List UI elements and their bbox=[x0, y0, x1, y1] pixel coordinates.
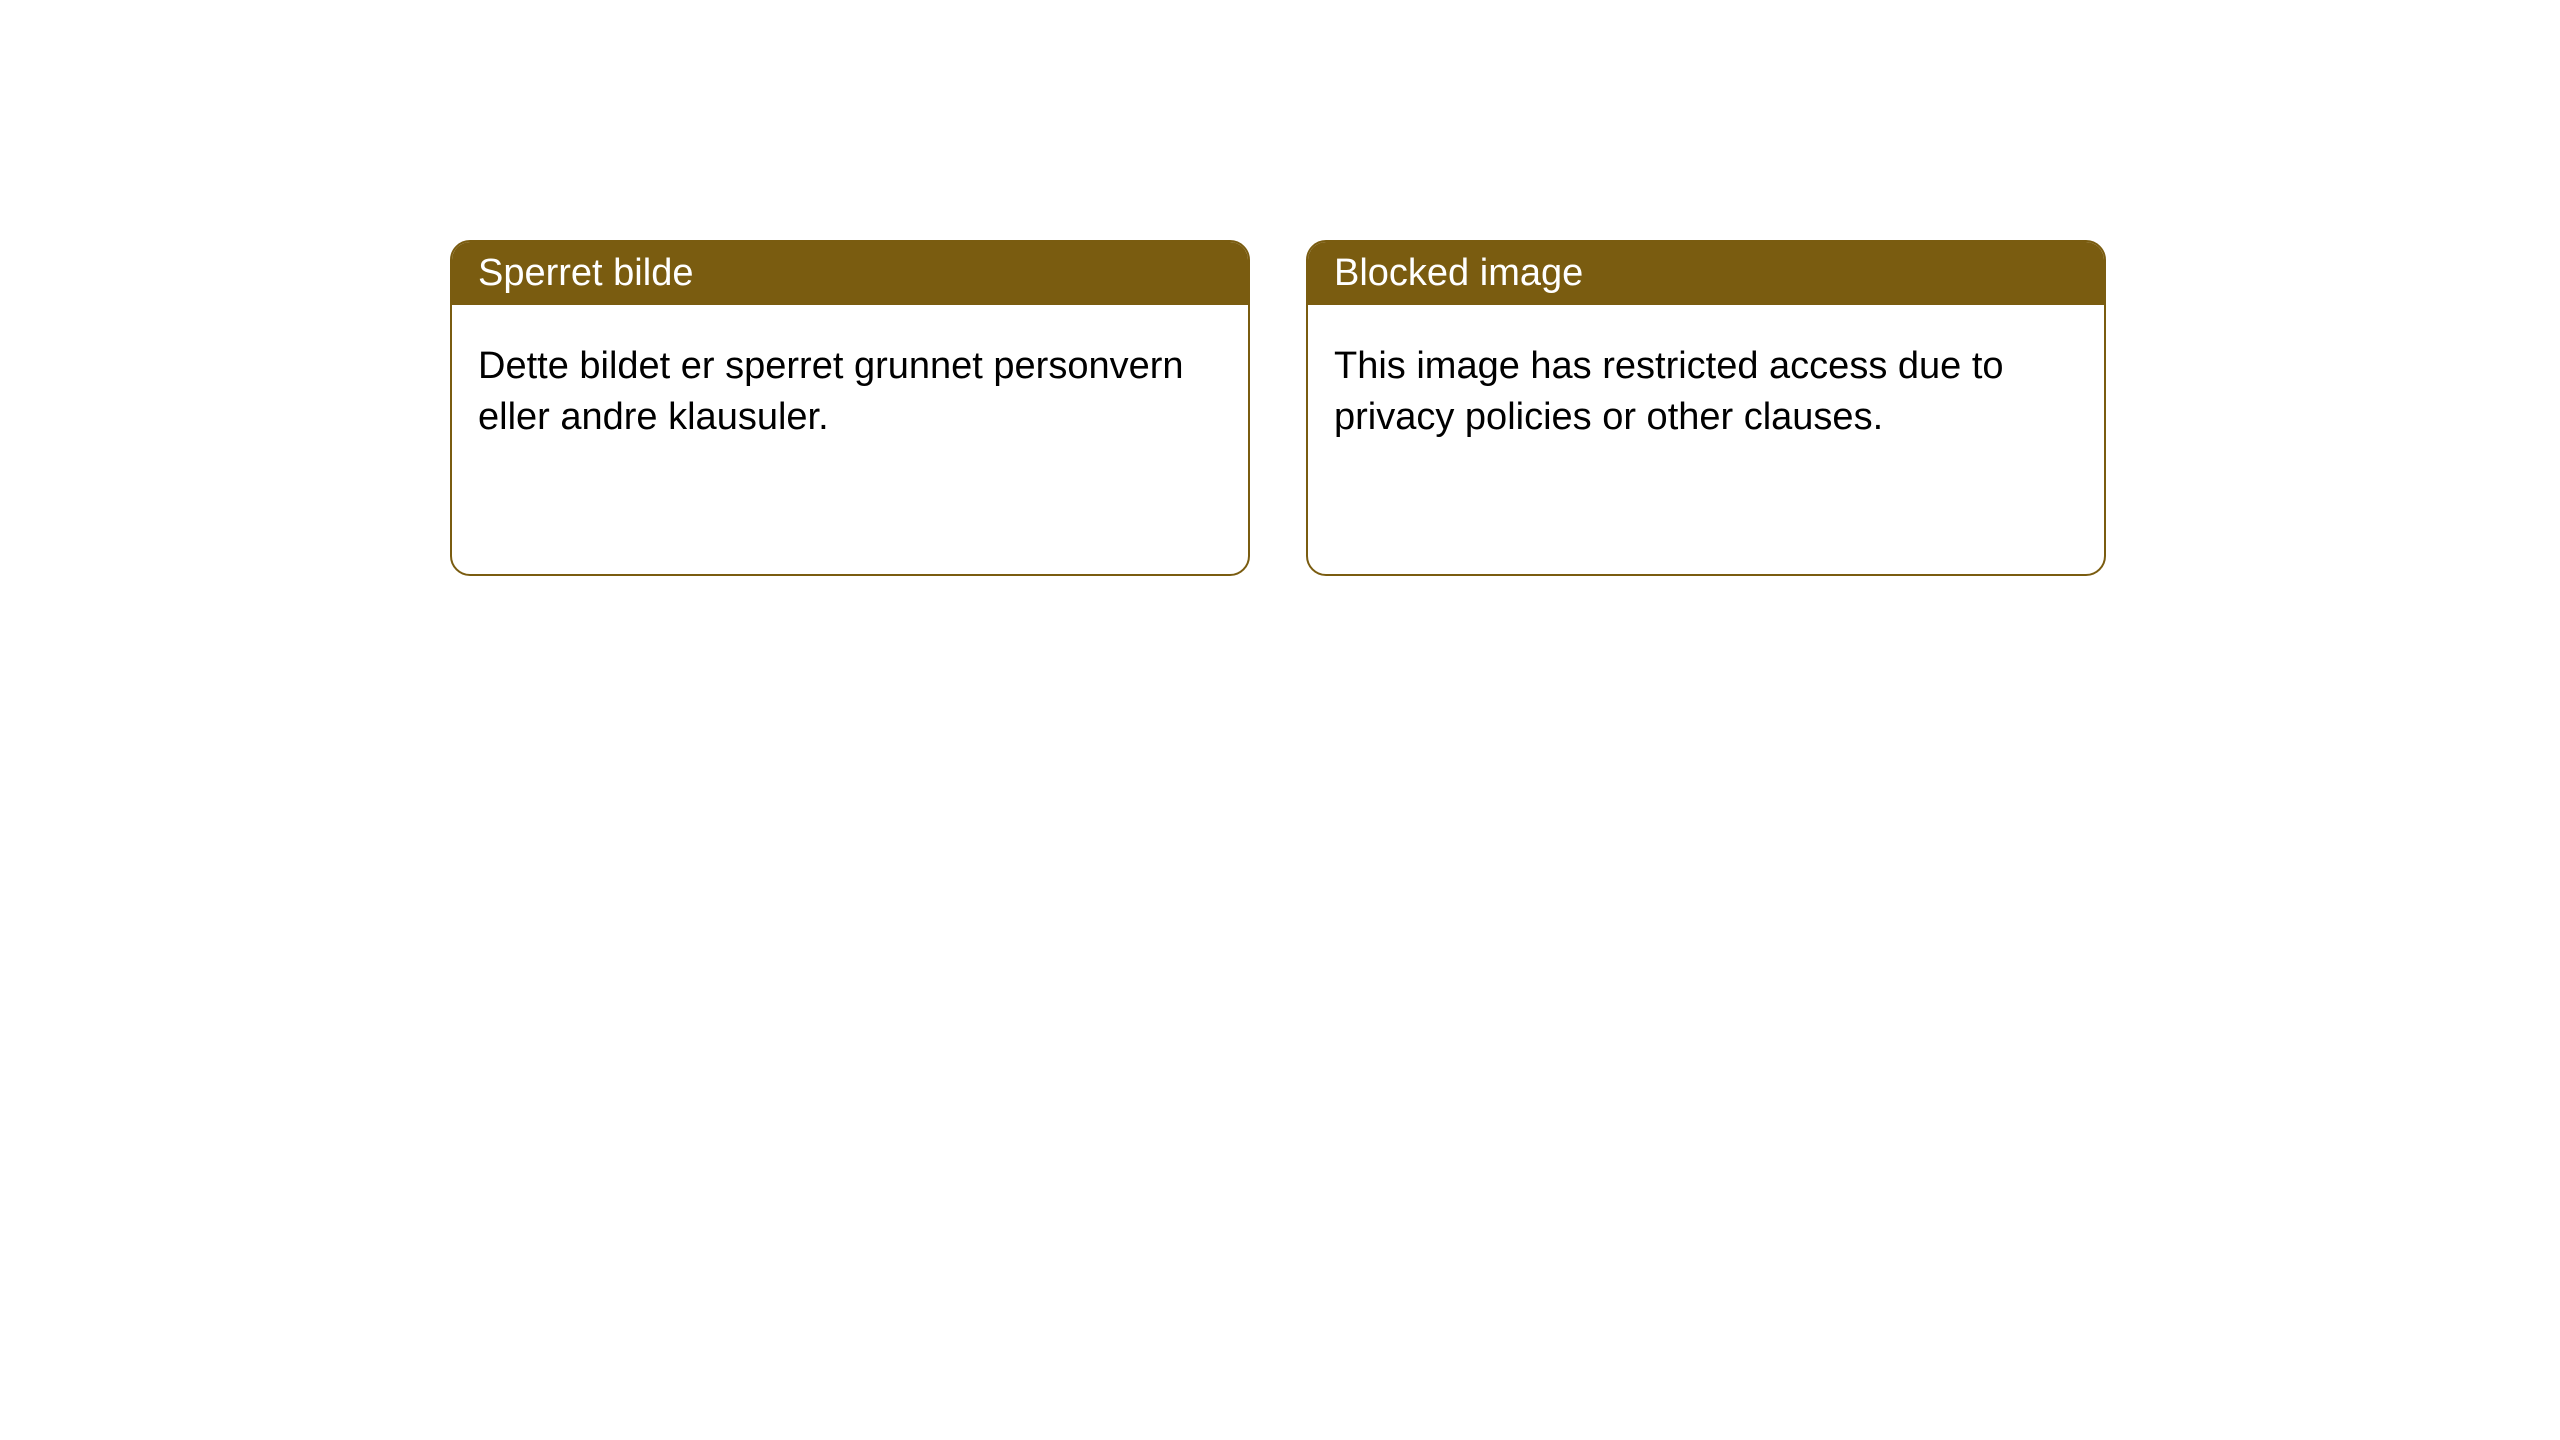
blocked-image-card-english: Blocked image This image has restricted … bbox=[1306, 240, 2106, 576]
card-title: Blocked image bbox=[1308, 242, 2104, 305]
blocked-image-card-norwegian: Sperret bilde Dette bildet er sperret gr… bbox=[450, 240, 1250, 576]
notice-cards-row: Sperret bilde Dette bildet er sperret gr… bbox=[0, 0, 2560, 576]
card-body-text: Dette bildet er sperret grunnet personve… bbox=[452, 305, 1248, 480]
card-title: Sperret bilde bbox=[452, 242, 1248, 305]
card-body-text: This image has restricted access due to … bbox=[1308, 305, 2104, 480]
